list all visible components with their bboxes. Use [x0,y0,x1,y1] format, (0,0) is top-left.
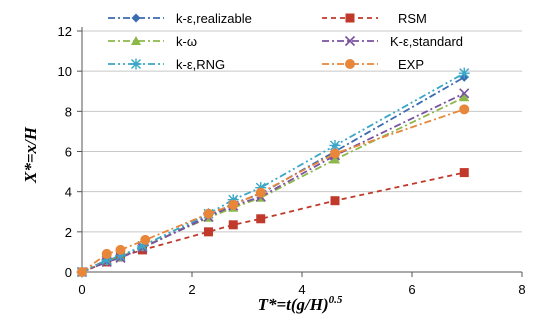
series-5-point-8 [459,104,470,115]
x-axis-title-base: T*=t(g/H) [258,295,329,314]
series-5-point-0 [77,267,87,277]
series-1-point-6 [256,214,266,224]
y-tick-label-2: 2 [65,225,72,240]
series-group [76,67,470,278]
gridlines [82,30,522,233]
y-tick-label-12: 12 [58,24,72,39]
legend-item-2: k-ω [108,34,197,49]
legend-marker-4 [130,58,142,70]
series-2-point-7 [330,154,340,164]
legend-label-5: EXP [398,57,424,72]
legend-label-1: RSM [398,11,427,26]
x-tick-label-6: 6 [408,282,415,297]
series-4-point-5 [227,194,239,206]
legend-marker-0 [131,13,141,23]
legend-label-4: k-ε,RNG [176,57,225,72]
series-1-point-7 [330,196,340,206]
legend-label-3: K-ε,standard [390,34,463,49]
series-4-point-8 [458,67,470,79]
legend-marker-3 [344,35,356,47]
series-4-point-1 [101,254,113,266]
series-4-point-6 [255,182,267,194]
legend-item-4: k-ε,RNG [108,57,225,72]
series-5-point-4 [203,208,214,219]
x-tick-label-4: 4 [298,282,305,297]
series-4-point-2 [115,250,126,262]
tick-labels: 0 2 4 6 8 0 2 4 6 8 10 12 [58,24,526,297]
series-1-point-4 [204,227,213,237]
y-tick-label-10: 10 [58,64,72,79]
legend: k-ε,realizable RSM k-ω K-ε,standard k-ε,RNG E… [108,11,463,72]
series-1-point-5 [228,220,238,230]
legend-item-3: K-ε,standard [322,34,463,49]
x-axis-title-exponent: 0.5 [329,294,343,306]
series-5 [77,104,470,277]
x-tick-label-2: 2 [188,282,195,297]
series-5-point-3 [140,234,151,245]
y-tick-label-6: 6 [65,145,72,160]
legend-item-1: RSM [322,11,427,26]
legend-item-0: k-ε,realizable [108,11,252,26]
legend-label-2: k-ω [176,34,197,49]
legend-label-0: k-ε,realizable [176,11,252,26]
legend-marker-1 [345,13,355,23]
x-axis-title: T*=t(g/H)0.5 [258,294,343,314]
x-tick-label-8: 8 [518,282,525,297]
series-5-point-2 [115,244,126,255]
series-1-point-8 [459,168,469,178]
series-4-point-7 [329,139,341,151]
series-5-point-7 [330,148,340,159]
series-5-point-1 [101,248,112,259]
series-3-point-8 [459,88,470,99]
legend-item-5: EXP [322,57,424,72]
y-tick-label-8: 8 [65,104,72,119]
series-5-point-5 [228,199,239,210]
legend-marker-2 [131,36,141,45]
series-2-point-8 [459,92,470,102]
y-axis-title: X*=x/H [21,126,40,184]
legend-marker-5 [345,59,355,69]
y-tick-label-0: 0 [65,265,72,280]
series-4-point-3 [137,240,148,252]
series-5-point-6 [255,187,266,198]
y-tick-label-4: 4 [65,185,72,200]
x-tick-label-0: 0 [78,282,85,297]
